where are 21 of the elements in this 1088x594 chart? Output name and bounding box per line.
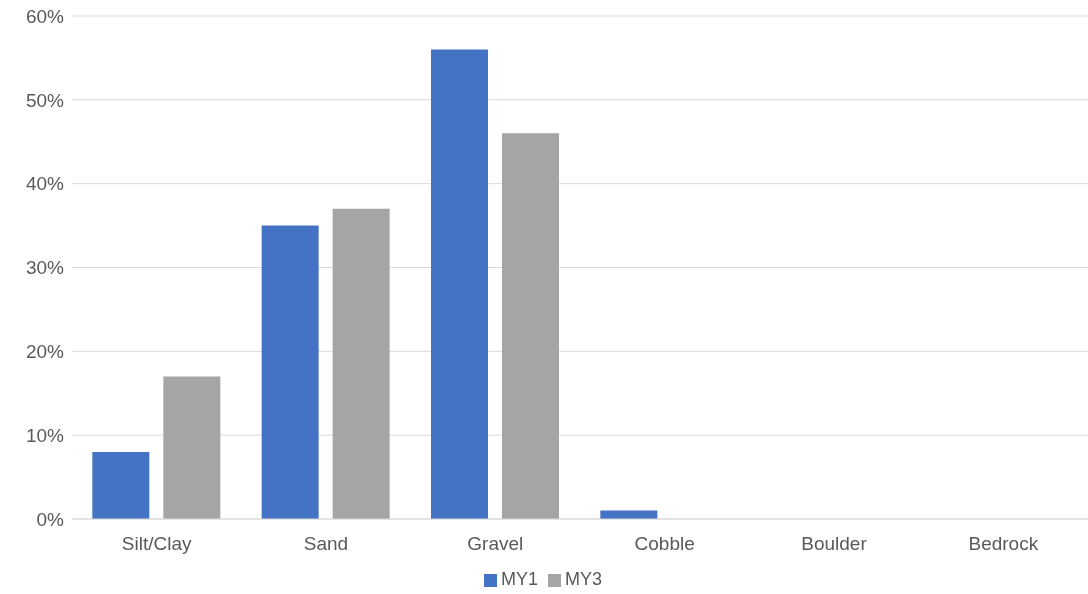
y-tick-label: 30% — [25, 257, 65, 279]
x-tick-label: Boulder — [801, 533, 868, 555]
legend-label: MY3 — [565, 569, 603, 589]
y-tick-label: 20% — [25, 341, 65, 363]
bar — [430, 49, 488, 519]
bar — [92, 451, 150, 519]
bar — [261, 225, 319, 519]
bar — [332, 208, 390, 519]
y-tick-label: 50% — [25, 89, 65, 111]
x-tick-label: Sand — [303, 533, 349, 555]
bar — [163, 376, 221, 519]
y-tick-label: 10% — [25, 424, 65, 446]
y-tick-label: 0% — [36, 508, 65, 530]
bar — [501, 133, 559, 519]
legend-label: MY1 — [500, 569, 538, 589]
x-tick-label: Cobble — [634, 533, 695, 555]
y-tick-label: 40% — [25, 173, 65, 195]
x-tick-label: Gravel — [467, 533, 524, 555]
y-tick-label: 60% — [25, 5, 65, 27]
x-tick-label: Silt/Clay — [121, 533, 193, 555]
x-tick-label: Bedrock — [968, 533, 1039, 555]
